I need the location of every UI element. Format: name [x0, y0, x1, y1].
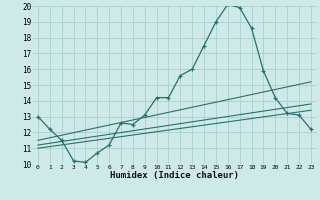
X-axis label: Humidex (Indice chaleur): Humidex (Indice chaleur) [110, 171, 239, 180]
